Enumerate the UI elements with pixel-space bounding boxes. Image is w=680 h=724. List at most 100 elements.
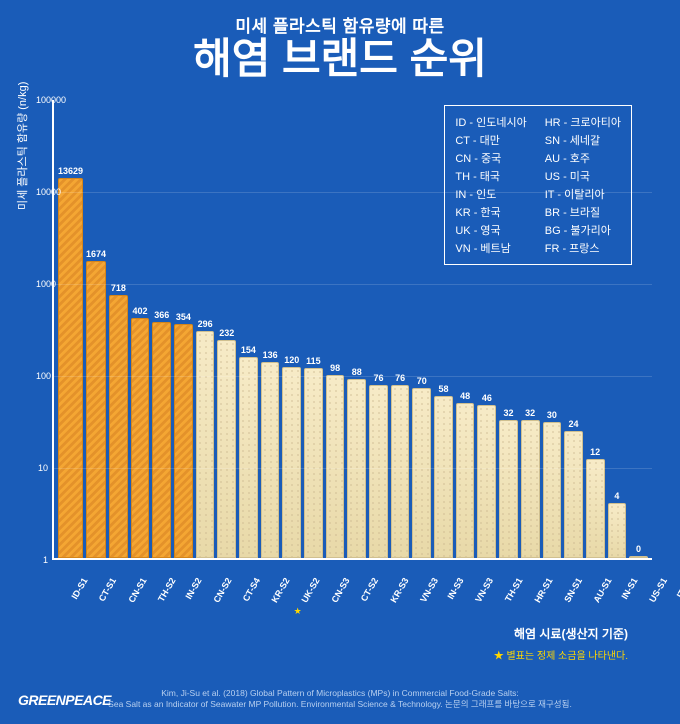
bar [58, 178, 83, 558]
gridline [52, 468, 652, 469]
x-label: SN-S1 [562, 576, 584, 604]
bar-value-label: 115 [306, 356, 321, 366]
bar-VN-S3: 98 [326, 363, 345, 558]
x-labels: ID-S1CT-S1CN-S1TH-S2IN-S2CN-S2CT-S4KR-S2… [52, 562, 652, 583]
x-label: VN-S3 [418, 576, 440, 604]
x-label: AU-S1 [592, 576, 614, 604]
citation: Kim, Ji-Su et al. (2018) Global Pattern … [0, 688, 680, 710]
bar-CT-S2: 120 [282, 355, 301, 558]
title: 해염 브랜드 순위 [0, 38, 680, 80]
x-label: UK-S2 [300, 576, 322, 604]
bar [499, 420, 518, 558]
x-label: IN-S1 [620, 576, 640, 601]
bar [543, 422, 562, 558]
x-label: IN-S2 [183, 576, 203, 601]
bar-BR-S2: 30 [543, 410, 562, 558]
bar-VN-S3: 76 [369, 373, 388, 558]
y-tick: 10000 [36, 187, 48, 197]
x-label: IN-S3 [446, 576, 466, 601]
bar [239, 357, 258, 558]
bar-FR-S1: 0 [629, 544, 648, 558]
x-label: TH-S2 [156, 576, 178, 604]
y-tick: 10 [36, 463, 48, 473]
bar-TH-S2: 402 [131, 306, 150, 558]
bar-value-label: 32 [525, 408, 535, 418]
star-icon: ★ [294, 606, 302, 617]
bar-CT-S2: 4 [608, 491, 627, 558]
bar-TH-S1: 76 [391, 373, 410, 558]
bar-value-label: 12 [590, 447, 600, 457]
bar-value-label: 76 [395, 373, 405, 383]
bar-IN-S3: 88 [347, 367, 366, 558]
plot-area: 1362916747184023663542962321541361201159… [52, 100, 652, 560]
bar-CN-S1: 718 [109, 283, 128, 558]
bar-value-label: 46 [482, 393, 492, 403]
bar-value-label: 76 [373, 373, 383, 383]
x-label: CT-S1 [97, 576, 118, 603]
bar [412, 388, 431, 558]
bar [391, 385, 410, 558]
bar-value-label: 366 [154, 310, 169, 320]
bar-value-label: 0 [636, 544, 641, 554]
x-label: KR-S3 [388, 576, 410, 604]
bar-value-label: 32 [503, 408, 513, 418]
bar-SN-S1: 58 [434, 384, 453, 558]
subtitle: 미세 플라스틱 함유량에 따른 [0, 12, 680, 37]
gridline [52, 284, 652, 285]
x-label: CN-S3 [330, 576, 352, 604]
x-label: CN-S2 [211, 576, 233, 604]
x-label: TH-S1 [503, 576, 525, 604]
bar-value-label: 232 [219, 328, 234, 338]
citation-line-1: Kim, Ji-Su et al. (2018) Global Pattern … [0, 688, 680, 699]
bar [326, 375, 345, 558]
x-label: KR-S2 [270, 576, 292, 604]
x-label: IT-S2 [675, 576, 680, 600]
x-label: VN-S3 [473, 576, 495, 604]
bar [109, 295, 128, 558]
x-label: CT-S2 [359, 576, 380, 603]
bar-CN-S2: 354 [174, 312, 193, 559]
y-tick: 100 [36, 371, 48, 381]
bar-KR-S3: 115 [304, 356, 323, 558]
bar-value-label: 24 [569, 419, 579, 429]
bar-value-label: 154 [241, 345, 256, 355]
bar-value-label: 354 [176, 312, 191, 322]
y-axis-label: 미세 플라스틱 함유량 (n/kg) [14, 82, 30, 210]
bar-CT-S1: 1674 [86, 249, 106, 558]
bar [152, 322, 171, 558]
bar-value-label: 1674 [86, 249, 106, 259]
star-note: ★ 별표는 정제 소금을 나타낸다. [494, 647, 628, 662]
x-label: HR-S1 [532, 576, 554, 604]
bar [456, 403, 475, 558]
bar-value-label: 4 [614, 491, 619, 501]
bar [304, 368, 323, 558]
y-tick: 1000 [36, 279, 48, 289]
bars-group: 1362916747184023663542962321541361201159… [54, 100, 652, 558]
bar [217, 340, 236, 558]
bar-value-label: 98 [330, 363, 340, 373]
chart-container: 1362916747184023663542962321541361201159… [52, 100, 652, 630]
bar-CN-S3: 136 [261, 350, 280, 558]
gridline [52, 192, 652, 193]
y-tick: 100000 [36, 95, 48, 105]
bar-value-label: 58 [438, 384, 448, 394]
bar [86, 261, 106, 558]
bar-KR-S2: 232 [217, 328, 236, 558]
bar-value-label: 30 [547, 410, 557, 420]
bar [131, 318, 150, 558]
bar-value-label: 120 [284, 355, 299, 365]
y-tick: 1 [36, 555, 48, 565]
bar [608, 503, 627, 558]
x-label: CT-S4 [240, 576, 261, 603]
bar [369, 385, 388, 558]
bar [174, 324, 193, 559]
bar-value-label: 48 [460, 391, 470, 401]
x-label: ID-S1 [70, 576, 90, 601]
citation-line-2: Sea Salt as an Indicator of Seawater MP … [0, 699, 680, 710]
x-label: US-S1 [648, 576, 670, 604]
x-axis-label: 해염 시료(생산지 기준) [514, 625, 628, 642]
bar-CT-S4: 296 [196, 319, 215, 558]
bar [477, 405, 496, 558]
bar-value-label: 402 [133, 306, 148, 316]
bar-value-label: 70 [417, 376, 427, 386]
